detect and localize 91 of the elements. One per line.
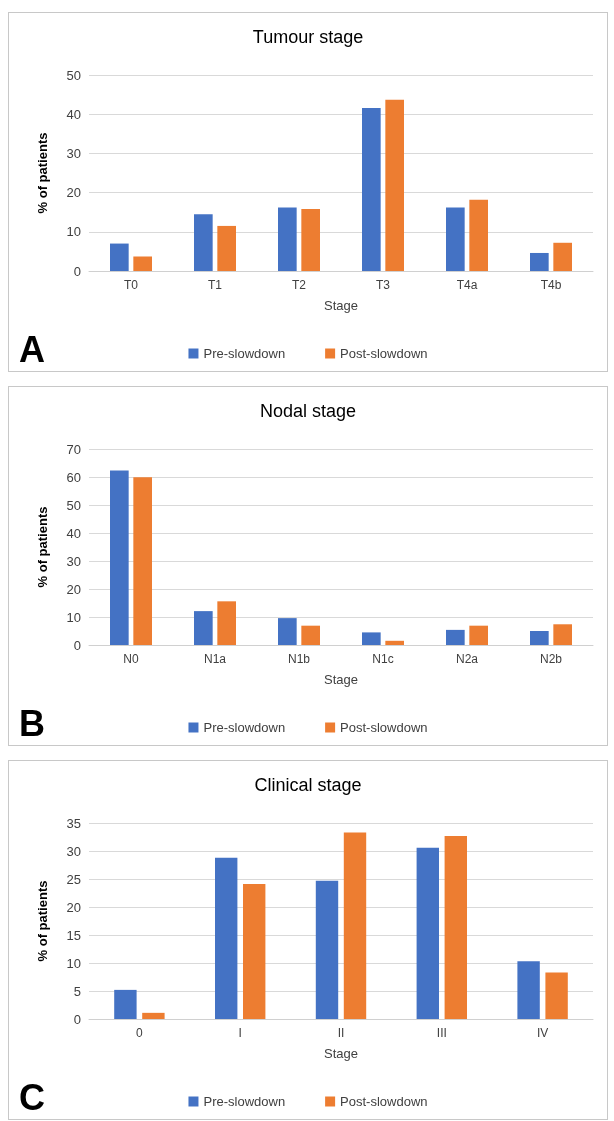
bar — [142, 1012, 165, 1019]
legend-label: Post-slowdown — [340, 346, 428, 361]
bar — [446, 207, 465, 271]
bar — [278, 618, 297, 645]
y-tick-label: 0 — [73, 637, 81, 653]
bar — [217, 601, 236, 645]
y-tick-label: 40 — [66, 106, 81, 122]
chart-title: Tumour stage — [252, 27, 364, 47]
y-tick-label: 15 — [66, 927, 81, 943]
text: A — [19, 328, 45, 370]
bar — [517, 961, 540, 1019]
y-axis-title: % of patients — [35, 880, 50, 962]
bar — [215, 857, 238, 1019]
bar — [217, 225, 236, 271]
y-tick-label: 30 — [66, 553, 81, 569]
x-axis-title: Stage — [324, 1046, 358, 1061]
x-tick-label: I — [238, 1026, 242, 1040]
x-tick-label: T4b — [540, 278, 562, 292]
bar — [243, 884, 266, 1019]
bar — [545, 972, 568, 1019]
chart-title: Clinical stage — [254, 775, 362, 795]
bar — [194, 611, 213, 645]
chart-title: Nodal stage — [259, 401, 357, 421]
text: B — [19, 702, 45, 744]
x-tick-label: N1b — [287, 652, 311, 666]
y-tick-label: 10 — [66, 955, 81, 971]
y-tick-label: 20 — [66, 185, 81, 201]
bar — [114, 989, 137, 1019]
x-tick-label: IV — [536, 1026, 549, 1040]
y-tick-label: 30 — [66, 843, 81, 859]
bar — [416, 847, 439, 1019]
bar — [133, 256, 152, 271]
y-tick-label: 10 — [66, 224, 81, 240]
bar — [553, 242, 572, 271]
x-axis-title: Stage — [324, 672, 358, 687]
y-tick-label: 25 — [66, 871, 81, 887]
bar — [385, 99, 404, 271]
bar — [469, 625, 488, 645]
bar — [110, 470, 129, 645]
x-axis-title: Stage — [324, 298, 358, 313]
bar — [278, 207, 297, 271]
y-tick-label: 50 — [66, 67, 81, 83]
bar — [446, 629, 465, 645]
x-tick-label: T3 — [375, 278, 391, 292]
y-tick-label: 0 — [73, 1011, 81, 1027]
y-tick-label: 20 — [66, 581, 81, 597]
x-tick-label: T2 — [291, 278, 307, 292]
x-tick-label: T4a — [456, 278, 478, 292]
bar — [194, 214, 213, 271]
bar — [301, 209, 320, 271]
x-tick-label: N2b — [539, 652, 563, 666]
y-tick-label: 40 — [66, 525, 81, 541]
y-tick-label: 35 — [66, 815, 81, 831]
x-tick-label: II — [337, 1026, 345, 1040]
bar — [362, 632, 381, 645]
bar — [553, 624, 572, 645]
bar — [530, 252, 549, 271]
y-tick-label: 10 — [66, 609, 81, 625]
bar — [315, 880, 339, 1019]
y-tick-label: 60 — [66, 469, 81, 485]
legend-label: Pre-slowdown — [203, 346, 286, 361]
legend-label: Post-slowdown — [340, 720, 428, 735]
bar — [530, 631, 549, 645]
bar — [362, 107, 381, 271]
x-tick-label: N2a — [455, 652, 479, 666]
x-tick-label: N1a — [203, 652, 227, 666]
legend-label: Post-slowdown — [340, 1094, 428, 1109]
y-tick-label: 70 — [66, 441, 81, 457]
y-tick-label: 0 — [73, 263, 81, 279]
bar — [469, 199, 488, 271]
bar — [385, 640, 404, 645]
legend-label: Pre-slowdown — [203, 1094, 286, 1109]
legend-label: Pre-slowdown — [203, 720, 286, 735]
x-tick-label: 0 — [136, 1026, 144, 1040]
text: C — [19, 1076, 45, 1118]
x-tick-label: T1 — [207, 278, 223, 292]
x-tick-label: T0 — [123, 278, 139, 292]
bar — [301, 625, 320, 645]
bar — [444, 835, 467, 1019]
y-tick-label: 20 — [66, 899, 81, 915]
x-tick-label: N1c — [372, 652, 394, 666]
y-tick-label: 5 — [73, 983, 81, 999]
bar — [343, 832, 367, 1019]
y-axis-title: % of patients — [35, 506, 50, 588]
y-tick-label: 50 — [66, 497, 81, 513]
y-tick-label: 30 — [66, 145, 81, 161]
x-tick-label: N0 — [123, 652, 139, 666]
bar — [110, 243, 129, 271]
bar — [133, 477, 152, 645]
x-tick-label: III — [436, 1026, 447, 1040]
y-axis-title: % of patients — [35, 132, 50, 214]
